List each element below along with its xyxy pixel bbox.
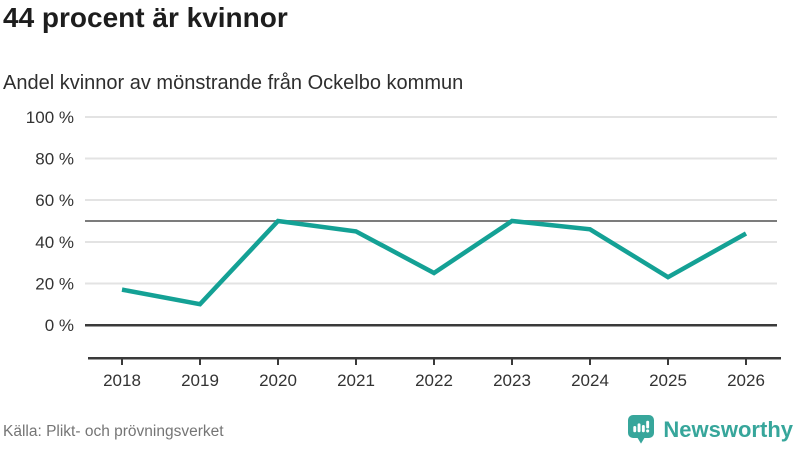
y-tick-label: 40 % [35, 233, 74, 252]
x-tick-label: 2020 [259, 371, 297, 390]
y-tick-label: 80 % [35, 150, 74, 169]
source-note: Källa: Plikt- och prövningsverket [3, 423, 224, 440]
y-tick-label: 100 % [26, 108, 74, 127]
newsworthy-wordmark: Newsworthy [663, 416, 793, 442]
newsworthy-logo[interactable]: Newsworthy [627, 414, 793, 445]
y-tick-label: 60 % [35, 191, 74, 210]
chart-title: 44 procent är kvinnor [3, 2, 288, 33]
x-tick-label: 2018 [103, 371, 141, 390]
series-line [121, 218, 748, 307]
chart-subtitle: Andel kvinnor av mönstrande från Ockelbo… [3, 72, 464, 94]
x-tick-label: 2024 [571, 371, 609, 390]
newsworthy-bubble-chart-icon [628, 415, 655, 444]
x-tick-label: 2025 [649, 371, 687, 390]
y-tick-label: 20 % [35, 274, 74, 293]
x-tick-label: 2026 [727, 371, 765, 390]
x-tick-label: 2019 [181, 371, 219, 390]
x-tick-label: 2021 [337, 371, 375, 390]
x-tick-label: 2023 [493, 371, 531, 390]
y-tick-label: 0 % [45, 316, 74, 335]
x-tick-label: 2022 [415, 371, 453, 390]
